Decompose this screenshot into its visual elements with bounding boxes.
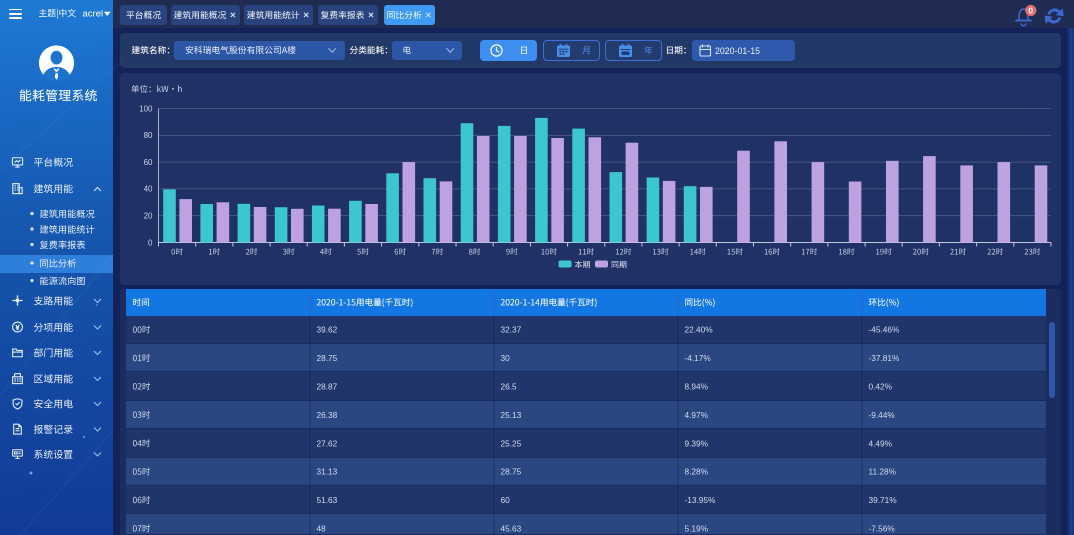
svg-text:-45.46%: -45.46%	[869, 325, 901, 335]
svg-text:39.62: 39.62	[317, 325, 338, 335]
svg-text:27.62: 27.62	[317, 438, 338, 448]
svg-text:-37.81%: -37.81%	[869, 353, 901, 363]
svg-text:-9.44%: -9.44%	[869, 410, 896, 420]
svg-text:4.49%: 4.49%	[869, 438, 893, 448]
svg-text:39.71%: 39.71%	[869, 495, 898, 505]
svg-text:40: 40	[144, 185, 153, 194]
svg-text:51.63: 51.63	[317, 495, 338, 505]
svg-text:22.40%: 22.40%	[685, 325, 714, 335]
svg-text:-7.56%: -7.56%	[869, 524, 896, 534]
svg-text:0: 0	[148, 238, 153, 247]
svg-text:11.28%: 11.28%	[869, 467, 897, 477]
svg-text:60: 60	[501, 495, 511, 505]
svg-text:25.13: 25.13	[501, 410, 522, 420]
svg-text:26.5: 26.5	[501, 382, 518, 392]
svg-text:20: 20	[144, 212, 153, 221]
svg-text:31.13: 31.13	[317, 467, 338, 477]
svg-text:4.97%: 4.97%	[685, 410, 709, 420]
svg-text:45.63: 45.63	[501, 524, 522, 534]
svg-text:100: 100	[139, 104, 153, 113]
svg-text:28.87: 28.87	[317, 382, 338, 392]
svg-text:0: 0	[1028, 5, 1033, 15]
svg-text:30: 30	[501, 353, 511, 363]
svg-text:60: 60	[144, 158, 153, 167]
svg-text:-13.95%: -13.95%	[685, 495, 717, 505]
svg-text:32.37: 32.37	[501, 325, 522, 335]
svg-text:26.38: 26.38	[317, 410, 338, 420]
svg-text:-4.17%: -4.17%	[685, 353, 712, 363]
svg-text:28.75: 28.75	[501, 467, 522, 477]
svg-text:28.75: 28.75	[317, 353, 338, 363]
svg-text:48: 48	[317, 524, 327, 534]
svg-text:9.39%: 9.39%	[685, 438, 709, 448]
svg-text:25.25: 25.25	[501, 438, 522, 448]
svg-text:8.94%: 8.94%	[685, 382, 709, 392]
svg-text:2020-01-15: 2020-01-15	[715, 46, 760, 56]
svg-text:8.28%: 8.28%	[685, 467, 709, 477]
svg-text:0.42%: 0.42%	[869, 382, 893, 392]
svg-text:acrel: acrel	[83, 8, 104, 19]
svg-text:5.19%: 5.19%	[685, 524, 709, 534]
svg-text:80: 80	[144, 131, 153, 140]
